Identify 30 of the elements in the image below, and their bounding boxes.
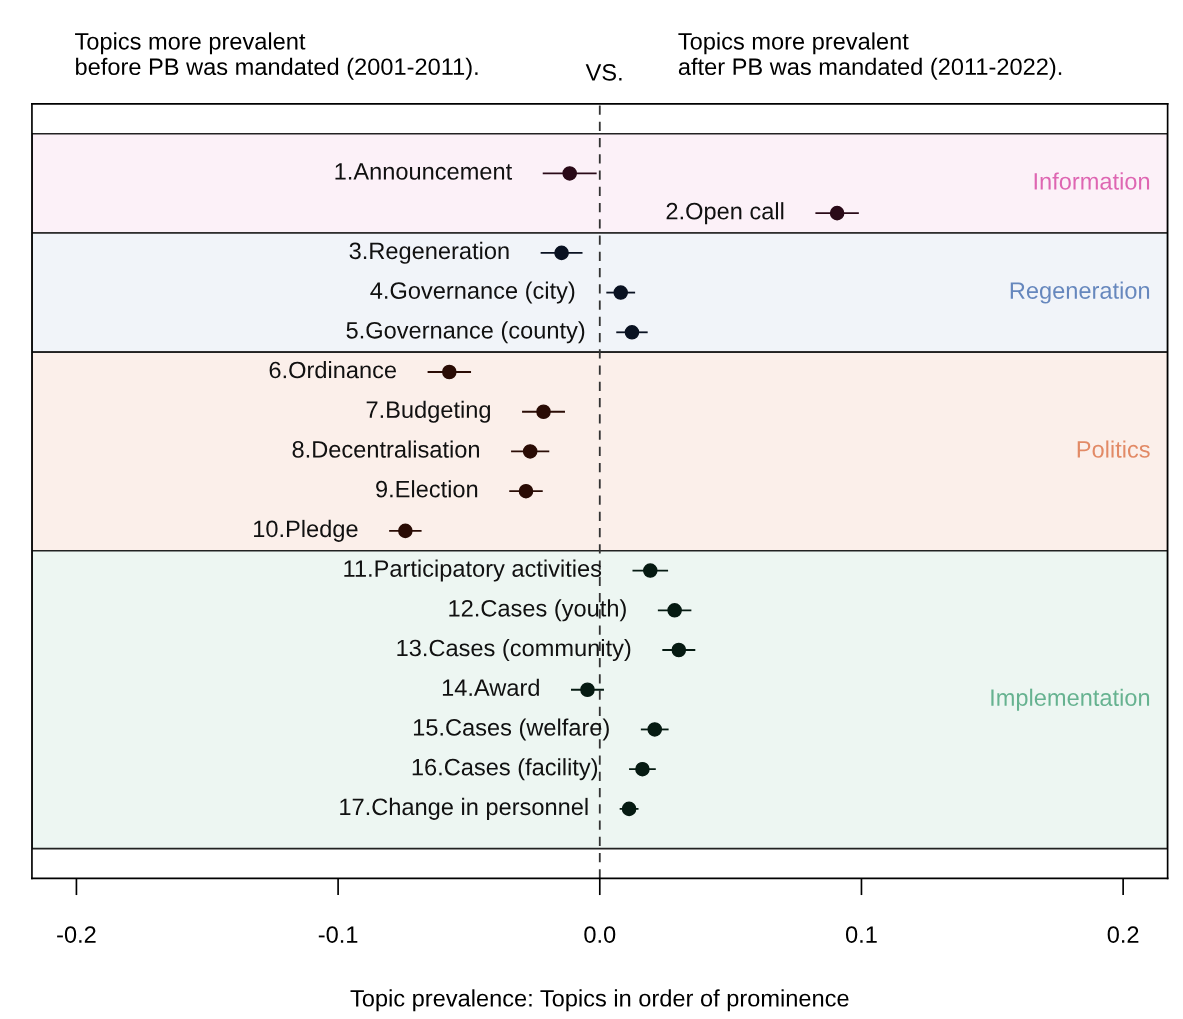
band-label: Politics: [1077, 440, 1150, 458]
y-tick-label: 6.Ordinance: [269, 361, 396, 379]
y-tick-label: 7.Budgeting: [366, 400, 490, 423]
y-tick-label: 4.Governance (city): [370, 281, 575, 304]
x-tick-label: 0.1: [845, 926, 877, 943]
y-tick-label: 12.Cases (youth): [449, 599, 626, 622]
y-tick-label: 14.Award: [442, 678, 539, 697]
y-tick-label: 17.Change in personnel: [340, 797, 588, 820]
text: VS.: [585, 64, 622, 81]
text: Topics more prevalent before PB was mandated (2001-2011).: [75, 32, 478, 80]
x-tick-label: -0.2: [57, 926, 96, 943]
y-tick-label: 2.Open call: [666, 202, 784, 225]
x-tick-label: 0.0: [584, 926, 616, 943]
y-tick-label: 11.Participatory activities: [344, 559, 602, 582]
band-label: Information: [1034, 172, 1150, 190]
y-tick-label: 3.Regeneration: [349, 241, 509, 264]
x-tick-label: -0.1: [318, 926, 358, 943]
y-tick-label: 8.Decentralisation: [292, 440, 479, 458]
y-tick-label: 10.Pledge: [254, 519, 358, 542]
band-label: Regeneration: [1010, 281, 1150, 304]
text: Topics more prevalent after PB was mandated (2011-2022).: [678, 32, 1062, 80]
y-tick-label: 15.Cases (welfare): [413, 718, 609, 741]
y-tick-label: 13.Cases (community): [397, 639, 631, 662]
band-label: Implementation: [991, 688, 1150, 711]
y-tick-label: 1.Announcement: [335, 163, 513, 180]
y-tick-label: 16.Cases (facility): [412, 758, 598, 781]
x-axis-title: Topic prevalence: Topics in order of prominence: [350, 989, 849, 1012]
y-tick-label: 9.Election: [376, 480, 478, 498]
x-tick-label: 0.2: [1107, 926, 1139, 943]
y-tick-label: 5.Governance (county): [346, 321, 585, 344]
